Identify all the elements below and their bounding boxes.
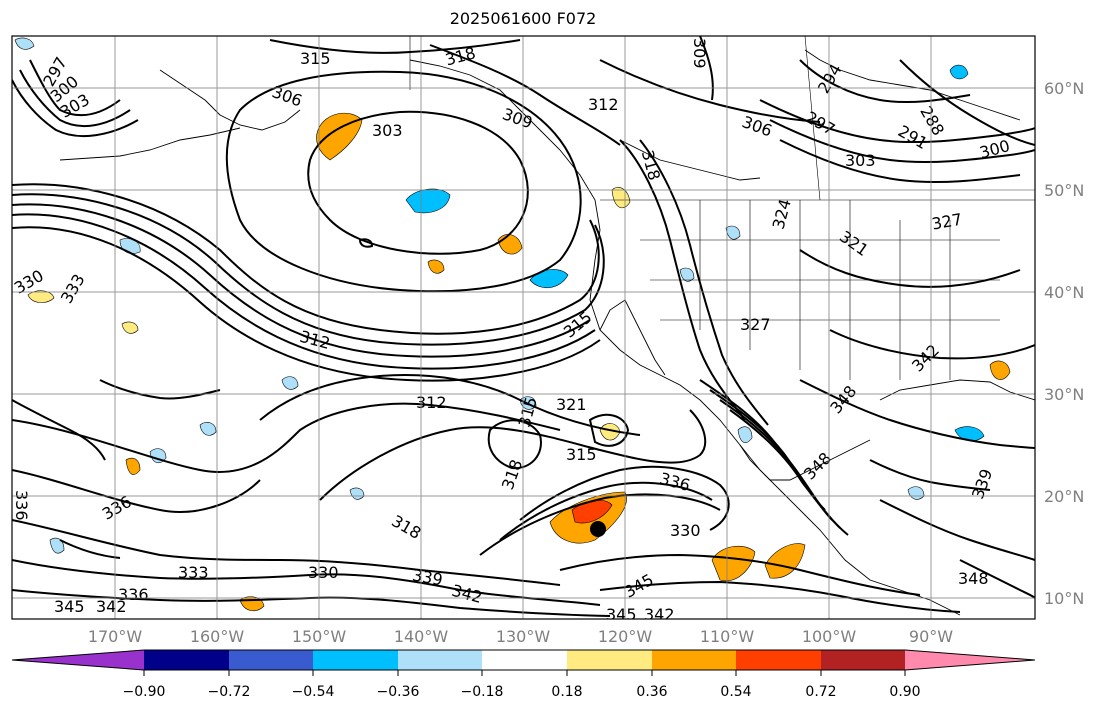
latitude-labels: 60°N 50°N 40°N 30°N 20°N 10°N bbox=[1044, 79, 1084, 608]
contour-label: 342 bbox=[96, 597, 127, 616]
lon-tick-label: 150°W bbox=[292, 627, 347, 646]
colorbar-segment bbox=[229, 650, 313, 670]
colorbar-segment bbox=[905, 650, 1035, 670]
colorbar-segment bbox=[482, 650, 567, 670]
colorbar-tick-label: −0.18 bbox=[461, 684, 504, 700]
longitude-labels: 170°W 160°W 150°W 140°W 130°W 120°W 110°… bbox=[88, 627, 953, 646]
colorbar-segment bbox=[821, 650, 905, 670]
lon-tick-label: 90°W bbox=[909, 627, 953, 646]
contour-label: 348 bbox=[958, 569, 989, 588]
coastlines bbox=[59, 49, 1035, 616]
colorbar-segment bbox=[398, 650, 482, 670]
colorbar-segment bbox=[652, 650, 736, 670]
lon-tick-label: 110°W bbox=[700, 627, 755, 646]
gridlines bbox=[12, 36, 1035, 619]
colorbar-tick-label: 0.54 bbox=[720, 684, 751, 700]
colorbar: −0.90 −0.72 −0.54 −0.36 −0.18 0.18 0.36 … bbox=[11, 649, 1036, 700]
plot-title: 2025061600 F072 bbox=[449, 9, 597, 28]
colorbar-tick-label: −0.36 bbox=[377, 684, 420, 700]
contour-label: 309 bbox=[690, 38, 709, 69]
contour-label: 345 bbox=[54, 597, 85, 616]
storm-center-marker bbox=[590, 521, 606, 537]
colorbar-tick-label: 0.18 bbox=[551, 684, 582, 700]
contour-label: 330 bbox=[308, 563, 339, 582]
colorbar-tick-label: 0.72 bbox=[805, 684, 836, 700]
contour-label: 321 bbox=[556, 395, 587, 414]
lat-tick-label: 60°N bbox=[1044, 79, 1084, 98]
contour-label: 327 bbox=[740, 315, 771, 334]
map-frame bbox=[11, 35, 1036, 620]
colorbar-segment bbox=[12, 650, 144, 670]
colorbar-tick-label: −0.72 bbox=[208, 684, 251, 700]
lon-tick-label: 160°W bbox=[190, 627, 245, 646]
colorbar-segment bbox=[567, 650, 652, 670]
contour-lines bbox=[12, 36, 1035, 617]
colorbar-segment bbox=[313, 650, 398, 670]
contour-label: 312 bbox=[588, 95, 619, 114]
contour-label: 303 bbox=[372, 121, 403, 140]
lat-tick-label: 50°N bbox=[1044, 181, 1084, 200]
colorbar-segment bbox=[144, 650, 229, 670]
contour-label: 345 bbox=[606, 605, 637, 624]
lat-tick-label: 10°N bbox=[1044, 589, 1084, 608]
colorbar-tick-label: 0.36 bbox=[636, 684, 667, 700]
colorbar-segment bbox=[736, 650, 821, 670]
contour-label: 315 bbox=[566, 445, 597, 464]
contour-label: 315 bbox=[300, 49, 331, 68]
contour-label: 336 bbox=[118, 585, 149, 604]
lat-tick-label: 30°N bbox=[1044, 385, 1084, 404]
lat-tick-label: 40°N bbox=[1044, 283, 1084, 302]
contour-label: 333 bbox=[178, 563, 209, 582]
colorbar-tick-label: 0.90 bbox=[889, 684, 920, 700]
lon-tick-label: 130°W bbox=[496, 627, 551, 646]
contour-label: 336 bbox=[12, 490, 31, 521]
lon-tick-label: 140°W bbox=[394, 627, 449, 646]
lon-tick-label: 100°W bbox=[802, 627, 857, 646]
contour-label: 303 bbox=[845, 151, 876, 170]
state-borders bbox=[409, 36, 1035, 380]
shading-layer bbox=[14, 37, 1011, 612]
lat-tick-label: 20°N bbox=[1044, 487, 1084, 506]
lon-tick-label: 170°W bbox=[88, 627, 143, 646]
contour-label: 312 bbox=[416, 393, 447, 412]
contour-label: 330 bbox=[670, 521, 701, 540]
lon-tick-label: 120°W bbox=[598, 627, 653, 646]
colorbar-tick-label: −0.90 bbox=[123, 684, 166, 700]
colorbar-tick-label: −0.54 bbox=[292, 684, 335, 700]
contour-label: 342 bbox=[644, 605, 675, 624]
